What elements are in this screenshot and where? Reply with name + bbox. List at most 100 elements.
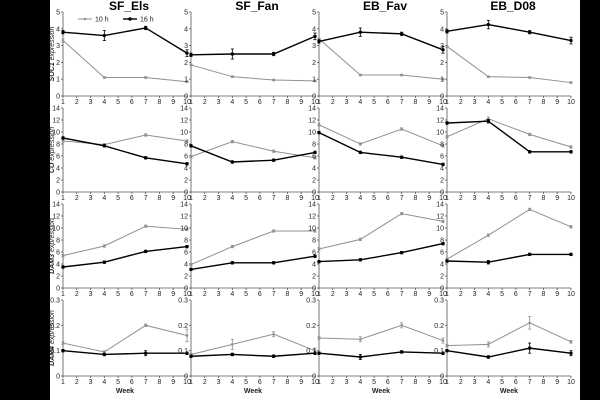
panel-dam4-sf-els-ytick-label: 0.3 xyxy=(50,298,60,305)
panel-dam4-eb-fav-ytick-label: 0.2 xyxy=(306,323,316,330)
panel-dam4-eb-d08-xtick-label: 9 xyxy=(555,379,559,386)
panel-dam4-eb-d08-xtick-label: 6 xyxy=(514,379,518,386)
panel-dam3-eb-fav-xtick-label: 5 xyxy=(372,291,376,298)
panel-dam4-eb-fav-ytick-label: 0.3 xyxy=(306,298,316,305)
panel-dam4-sf-fan-series-16-h-point xyxy=(189,354,193,358)
panel-dam3-eb-fav-series-16-h-point xyxy=(317,259,321,264)
panel-dam4-eb-fav-ytick-label: 0 xyxy=(312,374,316,381)
panel-soc1-sf-els-ytick-label: 1 xyxy=(56,77,60,84)
panel-soc1-sf-fan-series-16-h-point xyxy=(271,52,276,56)
panel-soc1-sf-els-xtick-label: 9 xyxy=(171,99,175,106)
panel-soc1-sf-fan-series-16-h-point xyxy=(313,34,317,39)
panel-co-sf-fan-xtick-label: 5 xyxy=(244,195,248,202)
panel-dam3-sf-fan-xtick-label: 6 xyxy=(258,291,262,298)
panel-soc1-sf-fan-series-16-h-line xyxy=(190,35,316,56)
panel-soc1-sf-fan-xtick-label: 7 xyxy=(272,99,276,106)
panel-dam4-eb-fav-xtick-label: 6 xyxy=(386,379,390,386)
panel-dam3-sf-els-ytick-label: 4 xyxy=(56,262,60,269)
panel-dam4-sf-els-xtick-label: 9 xyxy=(171,379,175,386)
x-axis-title: Week xyxy=(116,388,134,395)
panel-dam4-eb-d08-series-10-h-point xyxy=(487,343,490,346)
panel-soc1-sf-els-xtick-label: 1 xyxy=(61,99,65,106)
panel-dam3-eb-d08-ytick-label: 12 xyxy=(436,214,444,221)
panel-dam3-eb-d08-xtick-label: 10 xyxy=(567,291,575,298)
panel-soc1-sf-els-series-10-h-point xyxy=(103,76,106,79)
panel-dam4-eb-d08-xtick-label: 10 xyxy=(567,379,575,386)
panel-co-eb-fav-series-16-h-point xyxy=(399,155,404,159)
panel-dam4-eb-d08-xtick-label: 3 xyxy=(473,379,477,386)
panel-dam4-eb-d08-xtick-label: 4 xyxy=(486,379,490,386)
panel-dam3-sf-fan-xtick-label: 3 xyxy=(217,291,221,298)
panel-soc1-sf-fan-ytick-label: 1 xyxy=(184,77,188,84)
panel-co-sf-els-xtick-label: 9 xyxy=(171,195,175,202)
panel-co-eb-d08-series-10-h-line xyxy=(446,118,572,148)
panel-dam4-eb-fav-xtick-label: 10 xyxy=(439,379,447,386)
panel-co-eb-d08-xtick-label: 3 xyxy=(473,195,477,202)
panel-soc1-sf-els-xtick-label: 8 xyxy=(157,99,161,106)
panel-soc1-eb-d08-xtick-label: 5 xyxy=(500,99,504,106)
panel-soc1-sf-fan-series-10-h-point xyxy=(231,75,234,78)
panel-co-eb-d08-xtick-label: 2 xyxy=(459,195,463,202)
panel-soc1-eb-fav-ytick-label: 3 xyxy=(312,43,316,50)
panel-dam3-sf-fan-xtick-label: 7 xyxy=(272,291,276,298)
panel-dam4-sf-els-series-10-h-point xyxy=(103,350,106,354)
panel-dam3-sf-fan-series-10-h-point xyxy=(189,263,193,266)
panel-co-sf-fan-ytick-label: 8 xyxy=(184,142,188,149)
panel-soc1-sf-els-series-16-h-point xyxy=(102,33,107,38)
row-ylabel-dam3: DAM3 expression xyxy=(50,218,56,274)
panel-dam3-sf-els-xtick-label: 5 xyxy=(116,291,120,298)
panel-co-eb-fav-xtick-label: 3 xyxy=(345,195,349,202)
panel-dam4-eb-fav-series-16-h-line xyxy=(318,351,444,358)
panel-soc1-eb-fav-xtick-label: 8 xyxy=(413,99,417,106)
panel-co-eb-fav-series-10-h-line xyxy=(318,124,444,147)
panel-dam4-sf-els-series-16-h-point xyxy=(143,351,148,355)
x-axis-title: Week xyxy=(244,388,262,395)
panel-soc1-sf-fan-series-10-h-point xyxy=(189,63,193,67)
panel-dam4-sf-els-xtick-label: 3 xyxy=(89,379,93,386)
panel-dam4-sf-fan-series-10-h-point xyxy=(272,332,275,336)
panel-dam3-sf-els-series-16-h-point xyxy=(143,249,148,254)
panel-co-sf-els-series-16-h-point xyxy=(102,144,107,148)
panel-dam3-eb-fav-xtick-label: 1 xyxy=(317,291,321,298)
panel-co-sf-fan-ytick-label: 14 xyxy=(180,106,188,113)
panel-co-sf-fan-series-16-h-point xyxy=(313,150,317,155)
panel-soc1-sf-els-series-10-h-line xyxy=(62,40,188,83)
panel-soc1-sf-fan-series-10-h-point xyxy=(313,79,317,83)
panel-soc1-sf-fan-xtick-label: 4 xyxy=(230,99,234,106)
panel-dam4-eb-d08-ytick-label: 0 xyxy=(440,374,444,381)
panel-soc1-sf-fan-ytick-label: 4 xyxy=(184,26,188,33)
panel-co-sf-fan-series-10-h-point xyxy=(231,140,234,143)
panel-dam3-sf-fan-xtick-label: 10 xyxy=(311,291,319,298)
panel-co-eb-d08-xtick-label: 6 xyxy=(514,195,518,202)
panel-dam3-sf-els-ytick-label: 12 xyxy=(52,214,60,221)
panel-soc1-sf-fan-series-10-h-point xyxy=(272,78,275,82)
legend-marker-16-h xyxy=(128,17,132,21)
panel-co-sf-fan-ytick-label: 6 xyxy=(184,154,188,161)
panel-dam4-sf-fan-ytick-label: 0.2 xyxy=(178,323,188,330)
panel-dam4-eb-d08-xtick-label: 2 xyxy=(459,379,463,386)
panel-dam4-sf-els-series-10-h-point xyxy=(144,324,147,327)
panel-dam4-sf-fan-xtick-label: 4 xyxy=(230,379,234,386)
panel-co-sf-els-series-16-h-point xyxy=(61,136,65,140)
panel-dam4-sf-fan-ytick-label: 0.1 xyxy=(178,348,188,355)
panel-dam3-sf-els-series-16-h-point xyxy=(185,244,189,249)
panel-dam3-eb-d08-xtick-label: 2 xyxy=(459,291,463,298)
panel-dam3-eb-fav-series-10-h-point xyxy=(441,220,445,223)
panel-co-sf-els-ytick-label: 6 xyxy=(56,154,60,161)
panel-soc1-sf-fan-ytick-label: 3 xyxy=(184,43,188,50)
panel-co-eb-fav-series-10-h-point xyxy=(441,144,445,148)
panel-dam3-eb-fav-ytick-label: 6 xyxy=(312,250,316,257)
panel-dam3-eb-d08-ytick-label: 4 xyxy=(440,262,444,269)
legend-label-16-h: 16 h xyxy=(140,17,154,24)
panel-dam4-eb-d08-series-16-h-point xyxy=(569,351,573,355)
panel-dam3-eb-fav-xtick-label: 4 xyxy=(358,291,362,298)
panel-dam3-eb-fav-ytick-label: 10 xyxy=(308,226,316,233)
panel-co-eb-fav-ytick-label: 8 xyxy=(312,142,316,149)
panel-soc1-eb-fav-ytick-label: 4 xyxy=(312,26,316,33)
panel-soc1-eb-fav-ytick-label: 0 xyxy=(312,94,316,101)
panel-dam4-sf-fan-series-10-h-point xyxy=(231,343,234,346)
panel-dam4-sf-fan-ytick-label: 0.3 xyxy=(178,298,188,305)
panel-dam3-sf-els-ytick-label: 2 xyxy=(56,274,60,281)
panel-co-sf-fan-xtick-label: 1 xyxy=(189,195,193,202)
panel-soc1-sf-fan-xtick-label: 8 xyxy=(285,99,289,106)
